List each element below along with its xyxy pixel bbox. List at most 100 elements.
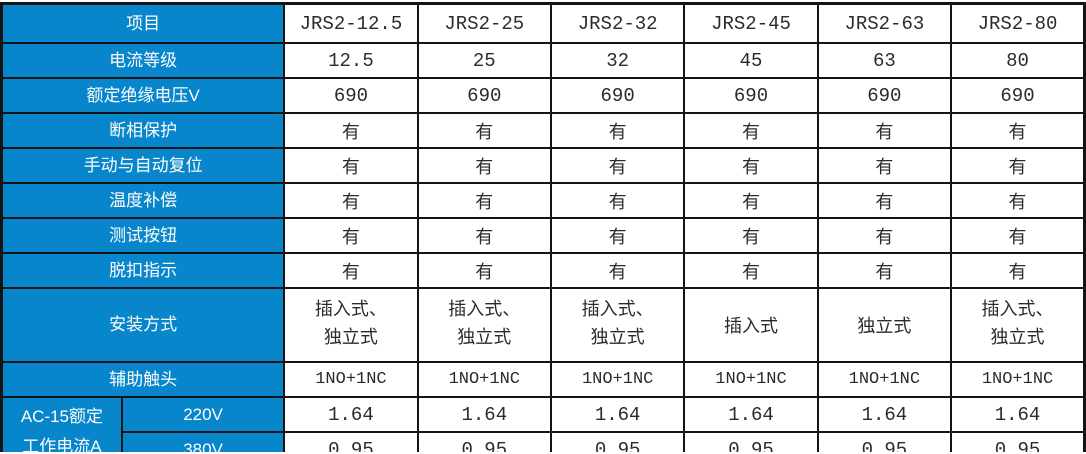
value-cell: 有: [283, 112, 419, 149]
value-cell: 有: [283, 217, 419, 254]
model-header-cell: JRS2-12.5: [283, 2, 419, 44]
value-cell: 有: [683, 182, 819, 219]
table-row: 安装方式 插入式、 独立式 插入式、 独立式 插入式、 独立式 插入式 独立式 插入式、 独立式: [0, 287, 1086, 363]
value-cell: 有: [683, 147, 819, 184]
value-cell: 0.95: [416, 431, 552, 452]
value-cell: 1.64: [416, 396, 552, 433]
value-cell: 0.95: [283, 431, 419, 452]
value-cell: 有: [683, 112, 819, 149]
cell-text-line: 工作电流A: [22, 437, 102, 452]
value-cell: 有: [283, 182, 419, 219]
table-row: 380V 0.95 0.95 0.95 0.95 0.95 0.95: [2, 431, 1086, 452]
value-cell: 690: [816, 77, 953, 114]
model-header-cell: JRS2-32: [549, 2, 686, 44]
value-cell: 有: [950, 112, 1086, 149]
value-cell: 插入式: [683, 287, 819, 363]
table-row: 辅助触头 1NO+1NC 1NO+1NC 1NO+1NC 1NO+1NC 1NO+1NC 1…: [0, 361, 1086, 398]
corner-header-cell: 项目: [0, 2, 286, 44]
value-cell: 有: [816, 182, 953, 219]
value-cell: 1.64: [816, 396, 953, 433]
table-row: 手动与自动复位有有有有有有: [0, 147, 1086, 184]
row-label-cell: 安装方式: [0, 287, 286, 363]
value-cell: 0.95: [816, 431, 953, 452]
model-header-cell: JRS2-80: [950, 2, 1086, 44]
value-cell: 1NO+1NC: [549, 361, 686, 398]
value-cell: 独立式: [816, 287, 953, 363]
value-cell: 1NO+1NC: [816, 361, 953, 398]
value-cell: 有: [416, 112, 552, 149]
value-cell: 有: [549, 182, 686, 219]
cell-text-line: 独立式: [457, 329, 512, 349]
row-label-cell: 电流等级: [0, 42, 286, 79]
value-cell: 有: [816, 147, 953, 184]
row-label-cell: 辅助触头: [0, 361, 286, 398]
value-cell: 25: [416, 42, 552, 79]
value-cell: 有: [816, 217, 953, 254]
value-cell: 690: [683, 77, 819, 114]
value-cell: 0.95: [950, 431, 1086, 452]
model-header-cell: JRS2-45: [683, 2, 819, 44]
value-cell: 有: [950, 147, 1086, 184]
value-cell: 1.64: [283, 396, 419, 433]
row-label-cell: 手动与自动复位: [0, 147, 286, 184]
value-cell: 有: [683, 217, 819, 254]
table-row: 测试按钮有有有有有有: [0, 217, 1086, 254]
value-cell: 1NO+1NC: [416, 361, 552, 398]
table-row: 脱扣指示有有有有有有: [0, 252, 1086, 289]
value-cell: 1NO+1NC: [283, 361, 419, 398]
table-row: 电流等级 12.5 25 32 45 63 80: [0, 42, 1086, 79]
value-cell: 有: [416, 252, 552, 289]
value-cell: 有: [416, 217, 552, 254]
voltage-label-cell: 220V: [120, 396, 286, 433]
cell-text-line: 插入式: [724, 318, 778, 338]
cell-text-line: 插入式、: [581, 301, 654, 321]
model-header-cell: JRS2-63: [816, 2, 953, 44]
value-cell: 1NO+1NC: [950, 361, 1086, 398]
value-cell: 1.64: [549, 396, 686, 433]
value-cell: 1NO+1NC: [683, 361, 819, 398]
value-cell: 有: [950, 182, 1086, 219]
value-cell: 有: [950, 252, 1086, 289]
value-cell: 有: [683, 252, 819, 289]
value-cell: 有: [950, 217, 1086, 254]
value-cell: 63: [816, 42, 953, 79]
model-header-cell: JRS2-25: [416, 2, 552, 44]
value-cell: 45: [683, 42, 819, 79]
table-row: 项目 JRS2-12.5 JRS2-25 JRS2-32 JRS2-45 JRS2-63 J…: [0, 2, 1086, 44]
group-label-cell: AC-15额定工作电流A: [0, 396, 123, 452]
value-cell: 0.95: [683, 431, 819, 452]
value-cell: 有: [416, 147, 552, 184]
value-cell: 32: [549, 42, 686, 79]
row-label-cell: 测试按钮: [0, 217, 286, 254]
value-cell: 1.64: [950, 396, 1086, 433]
cell-text-line: 插入式、: [314, 301, 387, 321]
value-cell: 插入式、 独立式: [416, 287, 552, 363]
cell-text-line: 独立式: [323, 329, 378, 349]
row-label-cell: 额定绝缘电压V: [0, 77, 286, 114]
value-cell: 有: [549, 252, 686, 289]
value-cell: 有: [416, 182, 552, 219]
value-cell: 插入式、 独立式: [283, 287, 419, 363]
cell-text-line: AC-15额定: [20, 407, 103, 426]
row-label-cell: 断相保护: [0, 112, 286, 149]
cell-text-line: 独立式: [990, 329, 1045, 349]
table-row: AC-15额定 工作电流A 220V 1.64 1.64 1.64 1.64 1.64 1.64: [0, 396, 1086, 452]
row-label-cell: 脱扣指示: [0, 252, 286, 289]
cell-text-line: 独立式: [590, 329, 645, 349]
value-cell: 80: [950, 42, 1086, 79]
value-cell: 有: [549, 147, 686, 184]
table-row: 温度补偿有有有有有有: [0, 182, 1086, 219]
value-cell: 0.95: [549, 431, 686, 452]
value-cell: 插入式、 独立式: [549, 287, 686, 363]
value-cell: 有: [283, 252, 419, 289]
value-cell: 690: [549, 77, 686, 114]
value-cell: 有: [283, 147, 419, 184]
value-cell: 690: [283, 77, 419, 114]
cell-text-line: 插入式、: [981, 301, 1054, 321]
table-row: 额定绝缘电压V 690 690 690 690 690 690: [0, 77, 1086, 114]
value-cell: 有: [816, 252, 953, 289]
value-cell: 有: [816, 112, 953, 149]
